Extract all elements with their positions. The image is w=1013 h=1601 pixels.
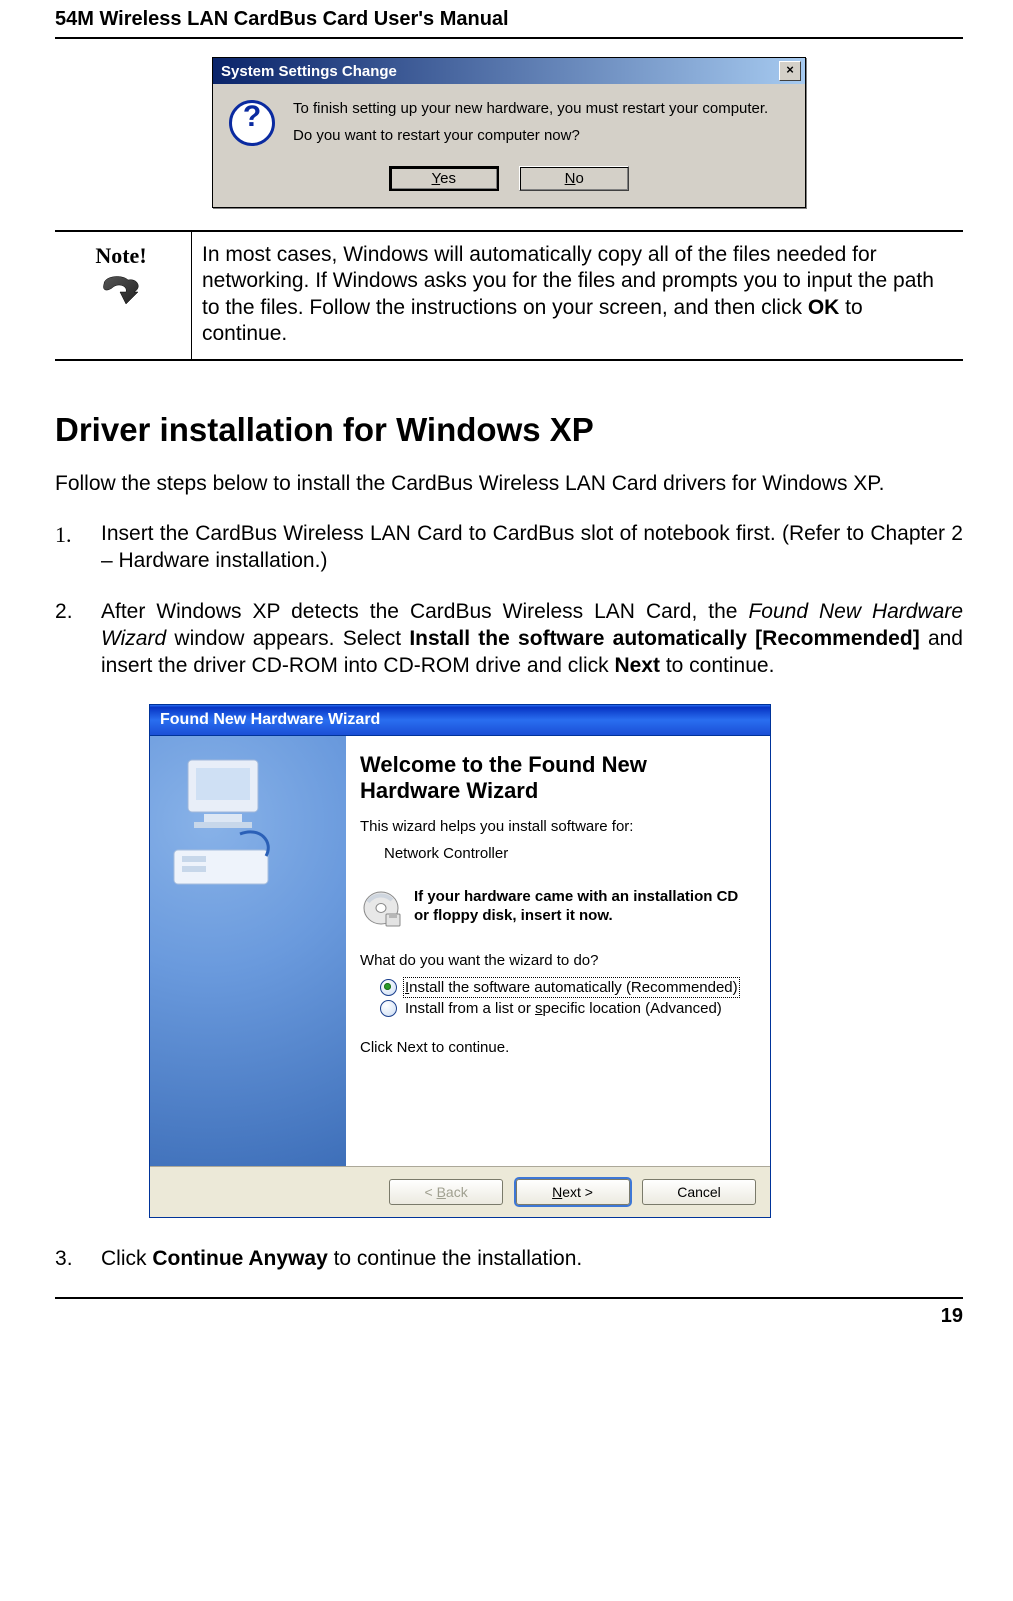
wizard-question: What do you want the wizard to do? bbox=[360, 952, 750, 969]
note-arrow-icon bbox=[98, 274, 144, 312]
note-box: Note! In most cases, Windows will a bbox=[55, 230, 963, 361]
dialog-titlebar: System Settings Change × bbox=[213, 58, 805, 84]
note-text: In most cases, Windows will automaticall… bbox=[192, 231, 964, 360]
wizard-device-name: Network Controller bbox=[384, 845, 750, 862]
wizard-continue-hint: Click Next to continue. bbox=[360, 1039, 750, 1056]
back-button: < Back bbox=[389, 1179, 503, 1205]
step-1: Insert the CardBus Wireless LAN Card to … bbox=[55, 521, 963, 575]
step-2: After Windows XP detects the CardBus Wir… bbox=[55, 599, 963, 680]
page-number: 19 bbox=[55, 1305, 963, 1328]
radio-option-auto[interactable]: Install the software automatically (Reco… bbox=[380, 979, 750, 996]
dialog-message: To finish setting up your new hardware, … bbox=[293, 98, 768, 154]
system-settings-dialog: System Settings Change × To finish setti… bbox=[212, 57, 806, 208]
running-header: 54M Wireless LAN CardBus Card User's Man… bbox=[55, 0, 963, 37]
question-icon bbox=[229, 100, 275, 146]
section-intro: Follow the steps below to install the Ca… bbox=[55, 471, 963, 497]
header-rule bbox=[55, 37, 963, 39]
dialog-title: System Settings Change bbox=[221, 63, 397, 80]
wizard-sidebar-art bbox=[150, 736, 346, 1166]
wizard-titlebar: Found New Hardware Wizard bbox=[150, 705, 770, 736]
cd-icon bbox=[360, 888, 402, 930]
close-icon[interactable]: × bbox=[779, 61, 801, 81]
yes-button[interactable]: Yes bbox=[389, 166, 499, 191]
step-3: Click Continue Anyway to continue the in… bbox=[55, 1246, 963, 1273]
next-button[interactable]: Next > bbox=[516, 1179, 630, 1205]
footer-rule bbox=[55, 1297, 963, 1299]
section-heading: Driver installation for Windows XP bbox=[55, 411, 963, 449]
dialog-line2: Do you want to restart your computer now… bbox=[293, 127, 768, 144]
radio-option-list[interactable]: Install from a list or specific location… bbox=[380, 1000, 750, 1017]
found-new-hardware-wizard: Found New Hardware Wizard Welc bbox=[149, 704, 771, 1218]
radio-icon bbox=[380, 979, 397, 996]
radio-icon bbox=[380, 1000, 397, 1017]
dialog-line1: To finish setting up your new hardware, … bbox=[293, 100, 768, 117]
note-label: Note! bbox=[65, 242, 177, 270]
no-button[interactable]: No bbox=[519, 166, 629, 191]
radio-auto-label: Install the software automatically (Reco… bbox=[405, 979, 738, 996]
cancel-button[interactable]: Cancel bbox=[642, 1179, 756, 1205]
wizard-subtext: This wizard helps you install software f… bbox=[360, 818, 750, 835]
radio-list-label: Install from a list or specific location… bbox=[405, 1000, 722, 1017]
wizard-cd-instruction: If your hardware came with an installati… bbox=[414, 888, 750, 926]
wizard-heading: Welcome to the Found New Hardware Wizard bbox=[360, 752, 750, 805]
